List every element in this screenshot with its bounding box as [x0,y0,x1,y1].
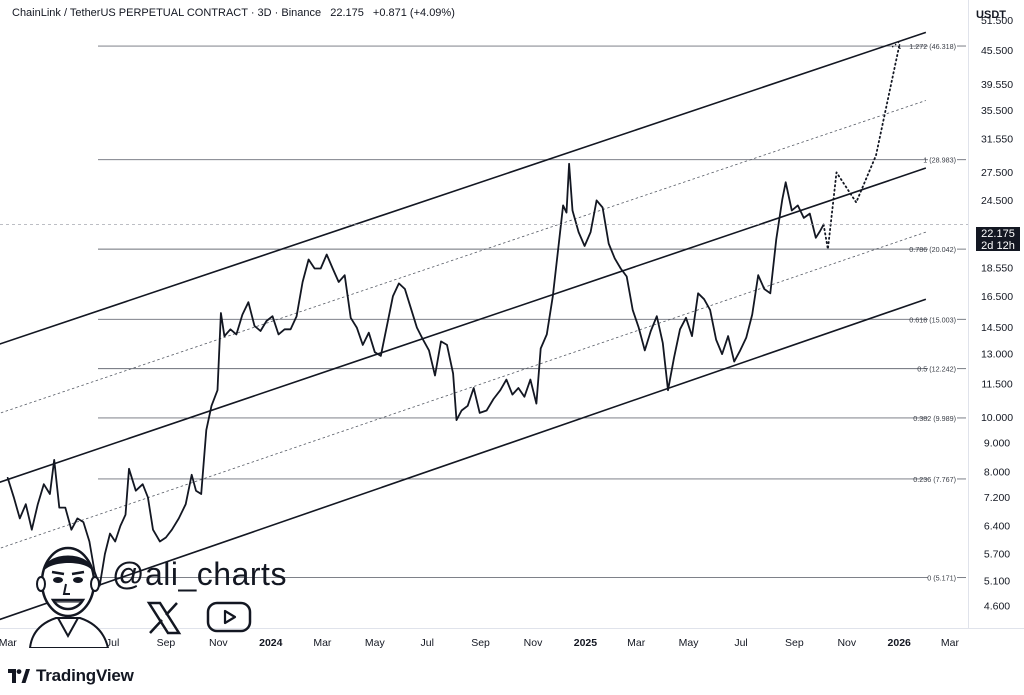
projection-arrowhead [891,40,901,52]
y-tick-label: 27.500 [981,167,1013,179]
x-tick-label: Mar [627,637,646,649]
countdown-label: 2d 12h [981,240,1015,252]
x-tick-label: Sep [471,637,490,649]
x-tick-label: 2026 [888,637,912,649]
avatar-caricature-icon [28,546,110,648]
y-tick-label: 10.000 [981,412,1013,424]
header-price: 22.175 [330,7,364,19]
channel-line-lower [0,298,927,621]
author-handle: @ali_charts [112,556,287,592]
y-tick-label: 45.500 [981,45,1013,57]
y-tick-label: 5.700 [984,548,1010,560]
fib-level-label: 0.236 (7.767) [913,475,956,484]
x-tick-label: Mar [941,637,960,649]
channel-line-upper [0,31,927,345]
x-tick-label: May [679,637,700,649]
fib-level-label: 0.382 (9.989) [913,414,956,423]
y-tick-label: 11.500 [981,378,1012,390]
fib-level-label: 0 (5.171) [927,574,956,583]
x-tick-label: Nov [524,637,543,649]
symbol-title: ChainLink / TetherUS PERPETUAL CONTRACT … [12,7,322,19]
x-logo-icon[interactable] [146,600,182,636]
y-tick-label: 35.500 [981,105,1013,117]
x-tick-label: Jul [734,637,747,649]
fib-level-label: 0.786 (20.042) [909,245,956,254]
current-price-label: 22.175 [981,228,1015,240]
channel-line-middle [0,167,927,483]
x-tick-label: 2024 [259,637,283,649]
y-tick-label: 16.500 [981,291,1013,303]
fib-level-label: 1 (28.983) [923,156,956,165]
y-tick-label: 13.000 [981,349,1013,361]
y-tick-label: 7.200 [984,492,1010,504]
price-axis-unit[interactable]: USDT [976,9,1006,21]
x-tick-label: Nov [837,637,856,649]
y-tick-label: 24.500 [981,195,1013,207]
channel-group [0,31,927,621]
y-tick-label: 14.500 [981,322,1013,334]
y-tick-label: 5.100 [984,575,1010,587]
x-tick-label: Nov [209,637,228,649]
fib-level-label: 0.5 (12.242) [917,365,956,374]
channel-line-mid-upper-dotted [0,100,927,414]
x-tick-label: Jul [106,637,119,649]
x-tick-label: 2025 [574,637,598,649]
tradingview-logo-icon [8,669,30,683]
y-tick-label: 51.500 [981,15,1013,27]
y-tick-label: 39.550 [981,79,1013,91]
projection-path [822,45,901,251]
fib-level-label: 1.272 (46.318) [909,42,956,51]
symbol-header: ChainLink / TetherUS PERPETUAL CONTRACT … [12,7,455,19]
y-tick-label: 8.000 [984,466,1010,478]
x-tick-label: May [365,637,386,649]
current-price-tag: 22.175 2d 12h [976,227,1020,252]
fib-level-label: 0.618 (15.003) [909,315,956,324]
axes-group: 51.500 45.500 39.550 35.500 31.550 27.500 24.5… [0,0,1024,649]
x-tick-label: Sep [157,637,176,649]
channel-line-mid-lower-dotted [0,231,927,549]
header-change: +0.871 (+4.09%) [372,7,455,19]
x-tick-label: Mar [0,637,17,649]
x-tick-label: Mar [313,637,332,649]
price-line [6,162,825,587]
x-tick-label: Jul [421,637,434,649]
x-tick-label: Sep [785,637,804,649]
y-tick-label: 31.550 [981,134,1013,146]
youtube-play-icon[interactable] [206,600,252,634]
y-tick-label: 9.000 [984,438,1010,450]
tradingview-wordmark: TradingView [36,666,134,685]
tradingview-branding[interactable]: TradingView [8,666,134,686]
y-tick-label: 18.550 [981,262,1013,274]
y-tick-label: 6.400 [984,520,1010,532]
series-group [6,40,901,587]
y-tick-label: 4.600 [984,600,1010,612]
fib-levels-group: 1.272 (46.318) 1 (28.983) 0.786 (20.042) 0.… [98,42,966,583]
